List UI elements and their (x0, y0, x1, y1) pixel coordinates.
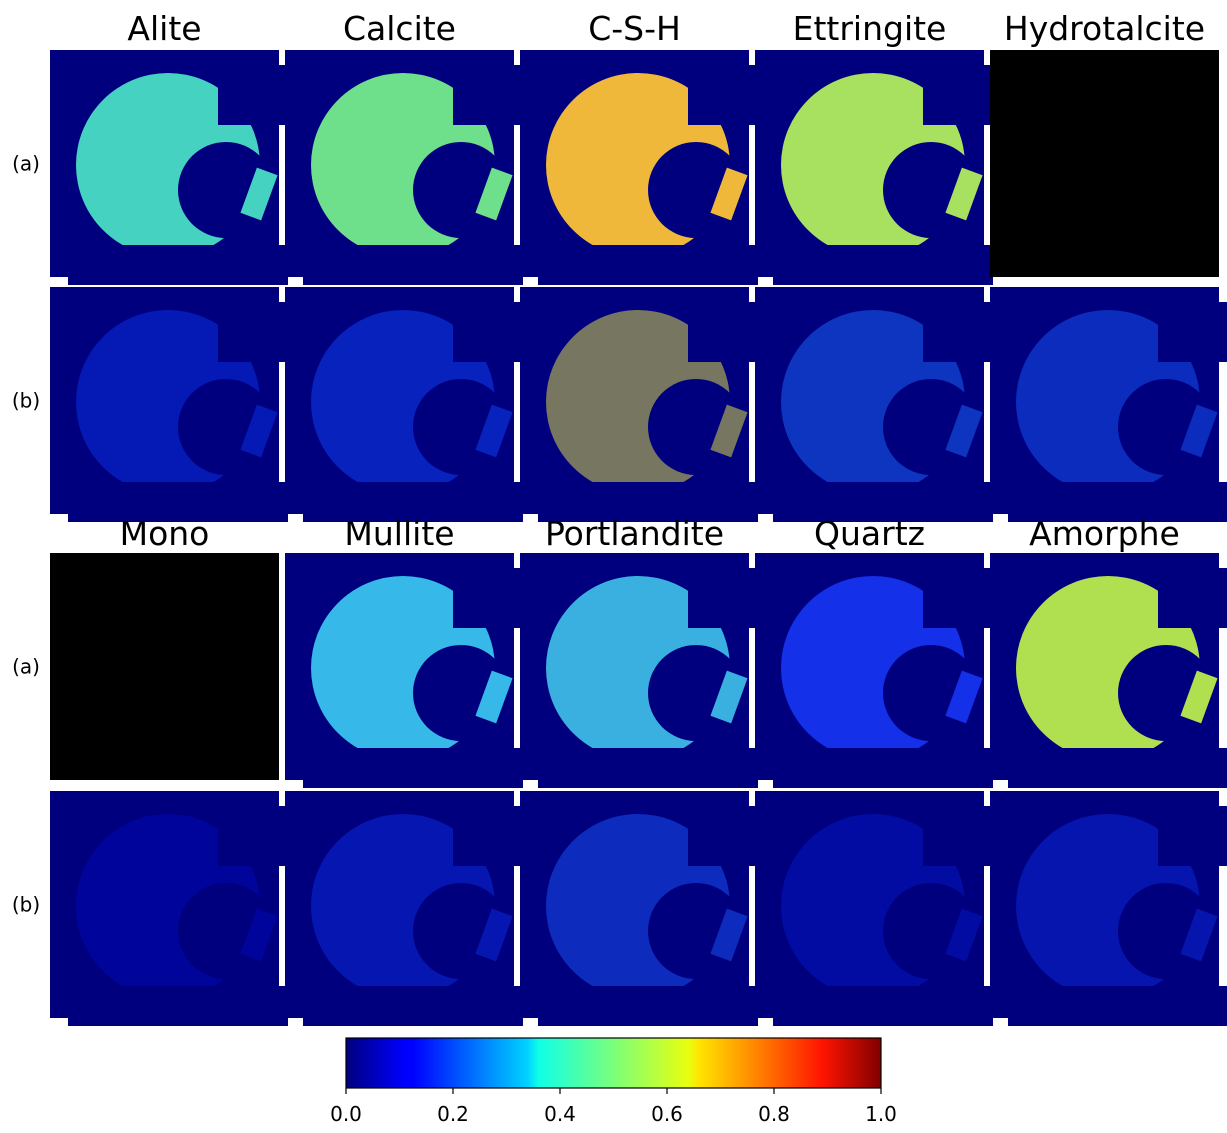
sample-fragment (475, 167, 513, 221)
colorbar (345, 1037, 882, 1089)
sample-cut (538, 748, 758, 788)
panel-title: Ettringite (793, 9, 947, 48)
sample-cut (218, 65, 298, 125)
panel-title: Quartz (814, 514, 925, 553)
panel-title: C-S-H (588, 9, 681, 48)
row-label: (a) (12, 655, 40, 679)
sample-fragment (240, 908, 278, 962)
sample-cut (68, 986, 288, 1026)
panel-title: Amorphe (1029, 514, 1180, 553)
panel (50, 287, 298, 522)
panel-image (990, 50, 1219, 277)
row-label: (b) (12, 893, 40, 917)
sample-fragment (240, 404, 278, 458)
panel (285, 287, 533, 522)
sample-fragment (945, 908, 983, 962)
sample-cut (303, 482, 523, 522)
panel (285, 791, 533, 1026)
sample-fragment (1180, 404, 1218, 458)
sample-cut (538, 482, 758, 522)
sample-fragment (475, 670, 513, 724)
colorbar-tick-label: 1.0 (865, 1102, 897, 1126)
sample-cut (688, 806, 768, 866)
sample-cut (688, 65, 768, 125)
row-label: (b) (12, 389, 40, 413)
sample-fragment (475, 404, 513, 458)
sample-cut (773, 245, 993, 285)
panel (520, 50, 768, 285)
sample-fragment (710, 167, 748, 221)
sample-cut (923, 568, 1003, 628)
sample-cut (453, 806, 533, 866)
sample-cut (1158, 806, 1227, 866)
sample-cut (453, 302, 533, 362)
panel-image (50, 553, 279, 780)
panel (755, 50, 1003, 285)
panel (520, 287, 768, 522)
sample-cut (303, 245, 523, 285)
panel (285, 553, 533, 788)
panel (50, 553, 279, 780)
sample-cut (218, 806, 298, 866)
sample-cut (773, 748, 993, 788)
sample-cut (773, 482, 993, 522)
panel (520, 553, 768, 788)
panel-title: Hydrotalcite (1004, 9, 1205, 48)
panel (755, 553, 1003, 788)
sample-cut (538, 245, 758, 285)
panel-title: Alite (127, 9, 201, 48)
sample-cut (453, 65, 533, 125)
sample-fragment (945, 670, 983, 724)
panel (50, 791, 298, 1026)
row-label: (a) (12, 152, 40, 176)
panel-title: Mono (120, 514, 210, 553)
sample-cut (923, 302, 1003, 362)
panel-title: Portlandite (545, 514, 724, 553)
colorbar-tick-label: 0.6 (651, 1102, 683, 1126)
sample-fragment (240, 167, 278, 221)
sample-cut (303, 986, 523, 1026)
sample-fragment (945, 404, 983, 458)
sample-fragment (710, 404, 748, 458)
panel (990, 791, 1227, 1026)
sample-fragment (1180, 670, 1218, 724)
sample-cut (1008, 986, 1227, 1026)
colorbar-tick-label: 0.4 (544, 1102, 576, 1126)
panel (285, 50, 533, 285)
panel-title: Mullite (344, 514, 454, 553)
colorbar-tick-label: 0.2 (437, 1102, 469, 1126)
panel (990, 287, 1227, 522)
sample-fragment (1180, 908, 1218, 962)
sample-cut (68, 482, 288, 522)
sample-cut (303, 748, 523, 788)
sample-cut (1008, 748, 1227, 788)
colorbar-tick-label: 0.8 (758, 1102, 790, 1126)
panel-title: Calcite (343, 9, 456, 48)
panel (520, 791, 768, 1026)
panel (990, 50, 1219, 277)
sample-cut (1158, 568, 1227, 628)
sample-cut (773, 986, 993, 1026)
panel (755, 791, 1003, 1026)
sample-cut (1158, 302, 1227, 362)
sample-fragment (710, 908, 748, 962)
sample-cut (453, 568, 533, 628)
sample-cut (218, 302, 298, 362)
sample-cut (538, 986, 758, 1026)
colorbar-tick-label: 0.0 (330, 1102, 362, 1126)
sample-fragment (945, 167, 983, 221)
panel (755, 287, 1003, 522)
panel (50, 50, 298, 285)
sample-cut (923, 65, 1003, 125)
sample-cut (688, 568, 768, 628)
sample-cut (923, 806, 1003, 866)
sample-cut (1008, 482, 1227, 522)
sample-cut (688, 302, 768, 362)
sample-fragment (710, 670, 748, 724)
sample-fragment (475, 908, 513, 962)
sample-cut (68, 245, 288, 285)
panel (990, 553, 1227, 788)
